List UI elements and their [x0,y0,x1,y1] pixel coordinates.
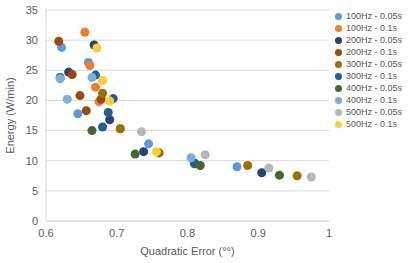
html-text:400Hz - 0.05s: 400Hz - 0.05s [346,83,402,93]
svg-text:0.9: 0.9 [251,227,266,239]
svg-text:10: 10 [26,155,38,167]
html-text:300Hz - 0.1s: 300Hz - 0.1s [346,71,397,81]
svg-text:30: 30 [26,34,38,46]
html-text:200Hz - 0.05s: 200Hz - 0.05s [346,35,402,45]
html-text:100Hz - 0.1s: 100Hz - 0.1s [346,23,397,33]
svg-text:25: 25 [26,64,38,76]
svg-text:1: 1 [326,227,332,239]
svg-text:0: 0 [32,215,38,227]
html-text:200Hz - 0.1s: 200Hz - 0.1s [346,47,397,57]
html-text:300Hz - 0.05s: 300Hz - 0.05s [346,59,402,69]
svg-text:5: 5 [32,185,38,197]
html-text:500Hz - 0.1s: 500Hz - 0.1s [346,119,397,129]
html-text:400Hz - 0.1s: 400Hz - 0.1s [346,95,397,105]
svg-text:20: 20 [26,94,38,106]
svg-text:0.6: 0.6 [38,227,53,239]
html-text:500Hz - 0.05s: 500Hz - 0.05s [346,107,402,117]
svg-text:0.8: 0.8 [180,227,195,239]
svg-text:Quadratic Error (°°): Quadratic Error (°°) [140,245,234,257]
svg-text:Energy (W/min): Energy (W/min) [8,77,16,153]
html-text:100Hz - 0.05s: 100Hz - 0.05s [346,11,402,21]
svg-text:15: 15 [26,124,38,136]
svg-text:35: 35 [26,4,38,16]
svg-text:0.7: 0.7 [109,227,124,239]
